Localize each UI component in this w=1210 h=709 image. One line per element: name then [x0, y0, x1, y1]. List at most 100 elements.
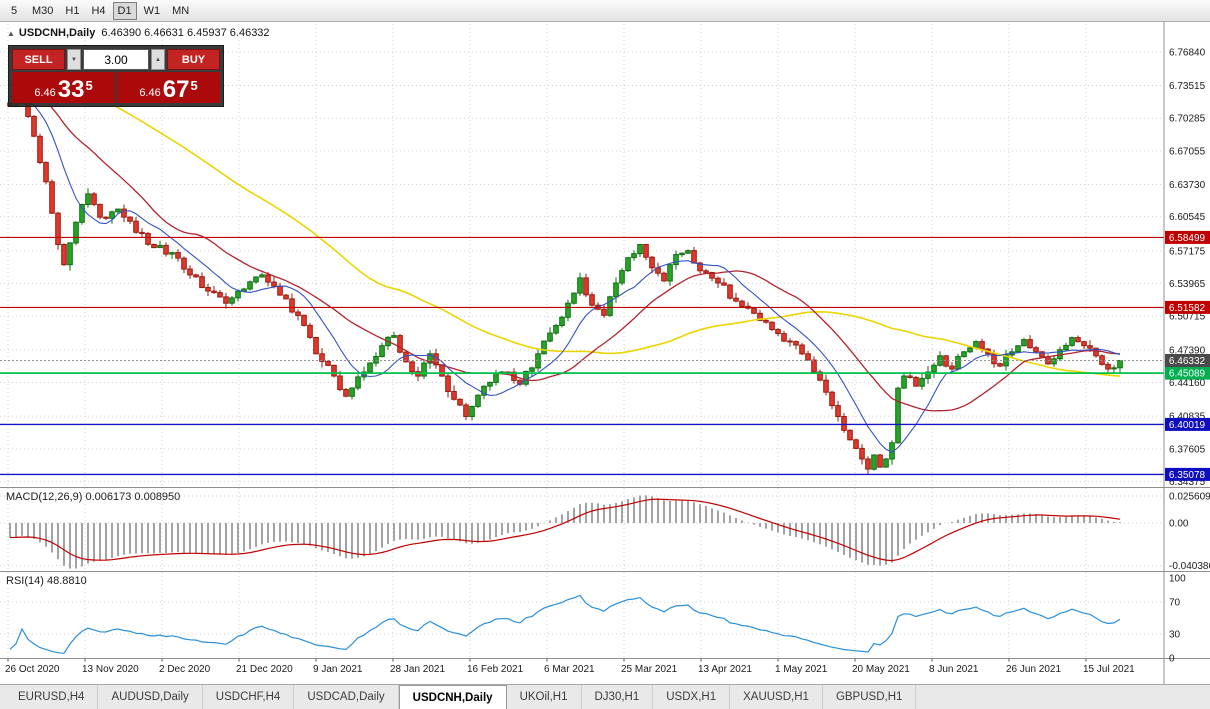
price-axis-label: 6.53965	[1169, 279, 1206, 290]
sell-button[interactable]: SELL	[12, 49, 65, 70]
rsi-line	[9, 594, 1121, 654]
timeframe-button-h4[interactable]: H4	[86, 2, 110, 20]
time-axis[interactable]	[0, 659, 1164, 685]
sell-price-display[interactable]: 6.46 33 5	[12, 72, 115, 103]
tab-xauusd-h1[interactable]: XAUUSD,H1	[730, 685, 823, 709]
hline-price-label	[1165, 300, 1210, 314]
price-axis[interactable]	[1165, 22, 1210, 659]
buy-pips: 67	[162, 76, 190, 103]
buy-pipette: 5	[190, 78, 198, 93]
macd-label: MACD(12,26,9) 0.006173 0.008950	[6, 491, 180, 503]
tab-dj30-h1[interactable]: DJ30,H1	[582, 685, 654, 709]
macd-signal-line	[9, 498, 1121, 562]
price-axis-label: 6.34375	[1169, 477, 1206, 488]
symbol-period-label: USDCNH,Daily	[18, 27, 96, 39]
chart-ohlc-header: ▲ USDCNH,Daily 6.46390 6.46631 6.45937 6.4…	[7, 27, 270, 39]
current-price-label	[1165, 354, 1210, 367]
sell-pipette: 5	[85, 78, 93, 93]
hline-price-label	[1165, 417, 1210, 431]
one-click-controls-row: SELL ▼ ▲ BUY	[12, 49, 220, 70]
date-label: 1 May 2021	[775, 664, 828, 675]
collapse-one-click-icon[interactable]: ▲	[7, 29, 15, 38]
tab-usdx-h1[interactable]: USDX,H1	[653, 685, 731, 709]
date-label: 25 Mar 2021	[621, 664, 678, 675]
price-axis-label: 6.60545	[1169, 212, 1206, 223]
timeframe-button-mn[interactable]: MN	[167, 2, 194, 20]
macd-histogram	[9, 495, 1121, 569]
hline-price-label-text: 6.58499	[1169, 233, 1206, 244]
tab-audusd-daily[interactable]: AUDUSD,Daily	[98, 685, 203, 709]
tab-usdcad-daily[interactable]: USDCAD,Daily	[294, 685, 399, 709]
candles	[7, 89, 1123, 474]
timeframe-toolbar: 5 M30 H1 H4 D1 W1 MN	[0, 0, 1210, 22]
grid-lines	[0, 24, 1164, 659]
one-click-prices-row: 6.46 33 5 6.46 67 5	[12, 72, 220, 103]
sell-pips: 33	[57, 76, 85, 103]
buy-price-display[interactable]: 6.46 67 5	[117, 72, 220, 103]
date-label: 16 Feb 2021	[467, 664, 524, 675]
tab-gbpusd-h1[interactable]: GBPUSD,H1	[823, 685, 917, 709]
timeframe-button-w1[interactable]: W1	[139, 2, 166, 20]
rsi-axis-label: 0	[1169, 654, 1175, 665]
date-label: 8 Jun 2021	[929, 664, 979, 675]
date-label: 15 Jul 2021	[1083, 664, 1135, 675]
date-label: 9 Jan 2021	[313, 664, 363, 675]
price-axis-label: 6.47390	[1169, 345, 1206, 356]
price-axis-label: 6.70285	[1169, 114, 1206, 125]
date-label: 21 Dec 2020	[236, 664, 293, 675]
date-label: 26 Oct 2020	[5, 664, 60, 675]
macd-axis-label: 0.025609	[1169, 492, 1210, 503]
volume-spin-up-icon[interactable]: ▲	[151, 49, 165, 70]
date-label: 20 May 2021	[852, 664, 910, 675]
price-axis-label: 6.40835	[1169, 412, 1206, 423]
rsi-axis-label: 70	[1169, 598, 1181, 609]
hline-price-label	[1165, 366, 1210, 380]
date-label: 6 Mar 2021	[544, 664, 595, 675]
price-axis-label: 6.57175	[1169, 246, 1206, 257]
price-axis-label: 6.67055	[1169, 146, 1206, 157]
buy-button[interactable]: BUY	[167, 49, 220, 70]
tab-ukoil-h1[interactable]: UKOil,H1	[507, 685, 582, 709]
current-price-label-text: 6.46332	[1169, 356, 1206, 367]
hline-price-label	[1165, 467, 1210, 481]
timeframe-button-d1[interactable]: D1	[112, 1, 137, 20]
date-label: 13 Apr 2021	[698, 664, 752, 675]
chart-tabs-bar: EURUSD,H4 AUDUSD,Daily USDCHF,H4 USDCAD,…	[0, 684, 1210, 709]
tab-usdcnh-daily[interactable]: USDCNH,Daily	[398, 685, 507, 709]
hline-price-label-text: 6.51582	[1169, 303, 1206, 314]
date-label: 26 Jun 2021	[1006, 664, 1061, 675]
time-axis-labels: 26 Oct 2020 13 Nov 2020 2 Dec 2020 21 Dec 2…	[5, 658, 1135, 675]
price-axis-label: 6.44160	[1169, 378, 1206, 389]
macd-axis-label: 0.00	[1169, 519, 1189, 530]
price-axis-label: 6.63730	[1169, 180, 1206, 191]
hline-price-label	[1165, 230, 1210, 244]
price-axis-label: 6.37605	[1169, 444, 1206, 455]
date-label: 2 Dec 2020	[159, 664, 211, 675]
ma-56-line	[9, 47, 1121, 377]
price-axis-label: 6.76840	[1169, 47, 1206, 58]
timeframe-button-m5[interactable]: 5	[3, 2, 25, 20]
price-axis-label: 6.73515	[1169, 81, 1206, 92]
volume-input[interactable]	[83, 49, 149, 70]
hline-price-label-text: 6.45089	[1169, 369, 1206, 380]
timeframe-button-h1[interactable]: H1	[60, 2, 84, 20]
ohlc-values: 6.46390 6.46631 6.45937 6.46332	[101, 27, 270, 39]
ma-22-line	[9, 83, 1121, 412]
price-axis-label: 6.50715	[1169, 312, 1206, 323]
tab-eurusd-h4[interactable]: EURUSD,H4	[5, 685, 99, 709]
chart-canvas[interactable]: 6.76840 6.73515 6.70285 6.67055 6.63730 6.605…	[0, 22, 1210, 684]
one-click-trading-panel: SELL ▼ ▲ BUY 6.46 33 5 6.46 67 5	[8, 45, 224, 107]
timeframe-button-m30[interactable]: M30	[27, 2, 58, 20]
rsi-label: RSI(14) 48.8810	[6, 575, 87, 587]
tab-usdchf-h4[interactable]: USDCHF,H4	[203, 685, 295, 709]
sell-big-figure: 6.46	[34, 87, 56, 99]
date-label: 13 Nov 2020	[82, 664, 139, 675]
hline-price-label-text: 6.35078	[1169, 470, 1206, 481]
order-type-dropdown-icon[interactable]: ▼	[67, 49, 81, 70]
ma-9-line	[9, 95, 1121, 453]
rsi-axis-label: 100	[1169, 574, 1186, 585]
buy-big-figure: 6.46	[139, 87, 161, 99]
rsi-axis-label: 30	[1169, 630, 1181, 641]
macd-axis-label: -0.040386	[1169, 561, 1210, 572]
